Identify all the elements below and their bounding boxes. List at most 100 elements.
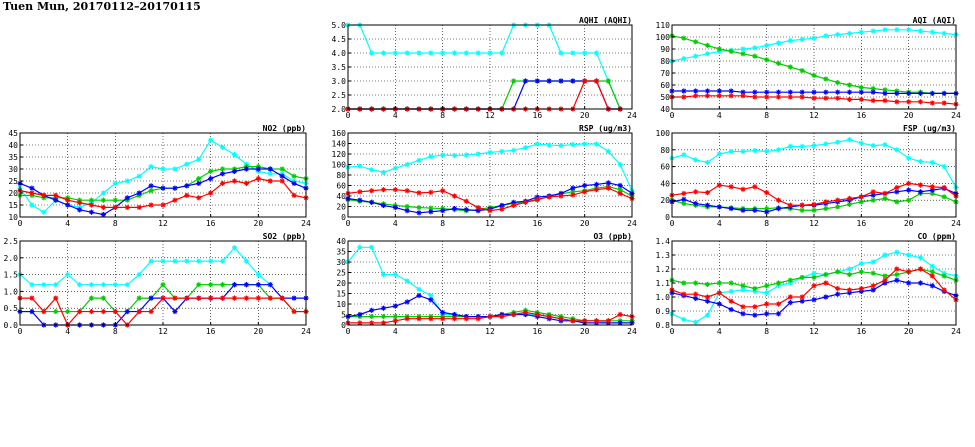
chart-aqhi: 0 4 8 12 16 20 24 2.0 2.5 3.0 3.5 4.0 4.5 5.0 AQHI (AQ… [332,16,637,120]
data-point [811,297,817,303]
data-point [929,184,935,190]
data-point [740,283,746,289]
data-point [124,178,130,184]
data-point [941,287,947,293]
data-point [846,82,853,88]
data-point [894,147,900,153]
y-tick-label: 60 [660,81,670,90]
x-tick-label: 0 [346,219,351,228]
data-point [693,88,699,94]
data-point [787,202,793,208]
data-point [196,195,202,201]
data-point [558,78,564,84]
data-point [823,33,829,39]
data-point [404,50,410,56]
data-point [416,204,422,211]
data-point [811,274,817,280]
data-point [219,258,226,264]
y-tick-label: 5 [341,311,346,320]
series-0 [669,137,959,191]
y-tick-label: 100 [332,161,347,170]
data-point [392,165,398,171]
data-point [369,244,375,250]
data-point [160,202,166,208]
data-point [582,189,588,195]
x-tick-label: 0 [670,327,675,336]
series-2 [17,166,309,218]
data-point [941,273,947,279]
data-point [835,89,841,95]
data-point [787,94,793,100]
data-point [369,50,375,56]
data-point [522,145,529,151]
data-point [404,208,410,214]
chart-co: 0 4 8 12 16 20 24 0.8 0.9 1.0 1.1 1.2 1.3 1.4 CO (ppm) [656,232,961,336]
data-point [231,178,238,184]
y-tick-label: 15 [8,201,18,210]
data-point [728,298,734,304]
data-point [728,206,734,212]
y-tick-label: 1.3 [656,251,671,260]
data-point [823,141,829,147]
data-point [775,280,782,286]
data-point [716,301,722,307]
y-tick-label: 0 [341,321,346,330]
y-tick-label: 2.5 [332,91,347,100]
data-point [76,200,83,206]
data-point [582,141,588,147]
data-point [29,308,35,315]
data-point [870,283,876,289]
data-point [894,249,900,255]
data-point [416,293,422,299]
data-point [88,282,95,288]
data-point [279,166,285,172]
data-point [941,100,947,106]
data-point [41,192,47,198]
data-point [764,311,770,317]
x-tick-label: 4 [717,111,722,120]
data-point [693,319,699,325]
data-point [906,27,912,33]
data-point [546,142,552,148]
y-tick-label: 40 [336,192,346,201]
data-point [605,318,611,324]
y-tick-label: 0.8 [656,321,671,330]
chart-so2: 0 4 8 12 16 20 24 0.0 0.5 1.0 1.5 2.0 2.5 SO2 (ppb) [4,232,311,336]
x-tick-label: 20 [254,219,264,228]
data-point [208,137,214,143]
series-0 [345,244,611,326]
data-point [231,168,238,174]
x-tick-label: 4 [65,219,70,228]
data-point [53,295,59,301]
data-point [704,159,711,165]
data-point [380,202,387,209]
data-point [136,272,142,278]
data-point [369,314,375,320]
data-point [693,53,699,59]
data-point [894,27,900,33]
data-point [440,50,446,56]
data-point [775,40,782,46]
data-point [740,93,746,99]
data-point [440,316,446,322]
data-point [906,197,912,203]
data-point [546,78,552,84]
data-point [681,190,687,197]
y-tick-label: 2.0 [332,105,347,114]
data-point [787,89,793,95]
data-point [870,197,876,203]
data-point [582,50,588,56]
x-tick-label: 16 [206,219,216,228]
data-point [475,316,481,322]
data-point [752,184,758,190]
data-point [53,197,59,203]
data-point [196,282,202,288]
data-point [740,304,746,310]
data-point [487,149,493,156]
data-point [534,311,540,318]
y-tick-label: 2.0 [4,254,19,263]
data-point [846,195,853,202]
data-point [906,187,912,193]
data-point [136,308,142,315]
data-point [846,30,853,36]
